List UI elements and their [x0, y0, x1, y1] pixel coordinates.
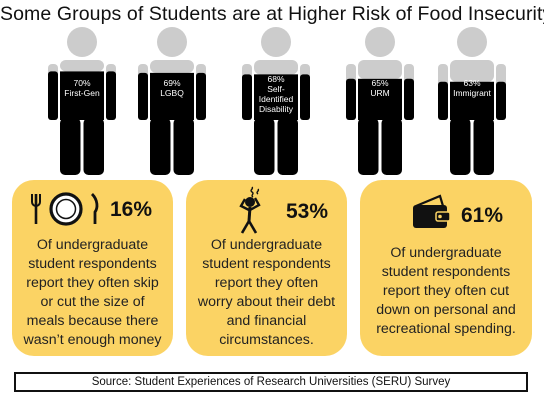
figure-category: First-Gen — [64, 88, 100, 98]
student-body-empty — [254, 60, 298, 75]
food-skip-card: 16% Of undergraduate student respondents r… — [12, 180, 173, 356]
student-arm-fill-left — [48, 71, 58, 120]
spending-cut-text: Of undergraduate student respondents repor… — [376, 245, 516, 337]
student-body-fill — [358, 78, 402, 120]
spending-cut-card: 61% Of undergraduate student respondents r… — [360, 180, 532, 356]
figure-label: 69% LGBQ — [160, 78, 184, 98]
student-arm-fill-left — [346, 78, 356, 120]
figure-percent: 69% — [163, 78, 180, 88]
student-figure: 63% Immigrant — [438, 27, 506, 175]
figure-label: 68% Self-Identified Disability — [259, 74, 294, 114]
student-arm-fill-right — [496, 81, 506, 120]
debt-worry-text: Of undergraduate student respondents repor… — [197, 237, 336, 348]
student-leg-left — [254, 118, 275, 175]
figure-category: LGBQ — [160, 88, 184, 98]
figure-category: Immigrant — [453, 88, 491, 98]
student-body-fill — [60, 71, 104, 120]
figure-percent: 63% — [463, 78, 480, 88]
student-head — [261, 27, 291, 57]
figure-label: 63% Immigrant — [453, 78, 491, 98]
figure-category: Identified — [259, 94, 294, 104]
worried-figure-icon — [239, 186, 261, 234]
source-note: Source: Student Experiences of Research … — [14, 372, 528, 392]
debt-worry-card: 53% Of undergraduate student respondents r… — [186, 180, 347, 356]
student-arm-fill-left — [438, 81, 448, 120]
student-figures-chart: 70% First-Gen 69% LGBQ 68% Self-Identified Dis… — [48, 27, 506, 175]
food-skip-percent: 16% — [110, 198, 153, 221]
student-leg-right — [473, 118, 494, 175]
figure-category: Disability — [259, 104, 294, 114]
figure-category: URM — [370, 88, 389, 98]
student-leg-left — [358, 118, 379, 175]
spending-cut-percent: 61% — [461, 204, 504, 227]
student-arm-fill-left — [138, 72, 148, 120]
student-leg-right — [173, 118, 194, 175]
student-figure: 68% Self-Identified Disability — [242, 27, 310, 175]
student-body-empty — [358, 60, 402, 79]
food-skip-text: Of undergraduate student respondents repor… — [23, 237, 162, 348]
student-body-empty — [450, 60, 494, 82]
student-head — [457, 27, 487, 57]
plate-cutlery-icon — [31, 192, 99, 226]
student-body-empty — [150, 60, 194, 73]
student-leg-right — [83, 118, 104, 175]
student-figure: 65% URM — [346, 27, 414, 175]
debt-worry-percent: 53% — [286, 200, 329, 223]
chart-title: Some Groups of Students are at Higher Ri… — [0, 3, 544, 25]
student-leg-right — [277, 118, 298, 175]
figure-label: 70% First-Gen — [64, 78, 100, 98]
student-leg-left — [450, 118, 471, 175]
student-head — [67, 27, 97, 57]
student-leg-left — [150, 118, 171, 175]
student-arm-fill-right — [404, 78, 414, 120]
student-arm-fill-right — [196, 72, 206, 120]
student-leg-right — [381, 118, 402, 175]
student-leg-left — [60, 118, 81, 175]
student-body-fill — [450, 81, 494, 120]
student-head — [365, 27, 395, 57]
student-arm-fill-right — [300, 74, 310, 120]
student-arm-fill-right — [106, 71, 116, 120]
figure-percent: 70% — [73, 78, 90, 88]
figure-label: 65% URM — [370, 78, 389, 98]
student-figure: 70% First-Gen — [48, 27, 116, 175]
student-head — [157, 27, 187, 57]
figure-percent: 65% — [371, 78, 388, 88]
figure-category: Self- — [267, 84, 285, 94]
student-body-empty — [60, 60, 104, 72]
wallet-icon — [413, 194, 451, 228]
student-figure: 69% LGBQ — [138, 27, 206, 175]
student-arm-fill-left — [242, 74, 252, 120]
student-body-fill — [254, 74, 298, 120]
figure-percent: 68% — [267, 74, 284, 84]
student-body-fill — [150, 72, 194, 120]
